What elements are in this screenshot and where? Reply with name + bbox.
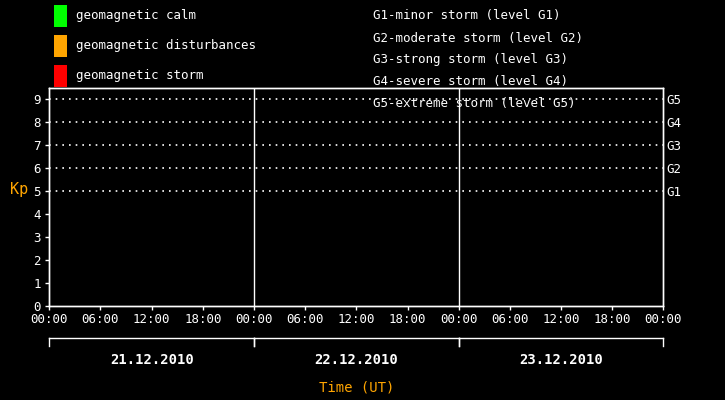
Text: G4-severe storm (level G4): G4-severe storm (level G4)	[373, 76, 568, 88]
Text: 23.12.2010: 23.12.2010	[519, 353, 603, 367]
Text: 21.12.2010: 21.12.2010	[109, 353, 194, 367]
Text: 22.12.2010: 22.12.2010	[315, 353, 398, 367]
Text: geomagnetic calm: geomagnetic calm	[76, 10, 196, 22]
Text: G5-extreme storm (level G5): G5-extreme storm (level G5)	[373, 98, 576, 110]
Text: G1-minor storm (level G1): G1-minor storm (level G1)	[373, 10, 561, 22]
Text: Time (UT): Time (UT)	[319, 380, 394, 394]
Text: G2-moderate storm (level G2): G2-moderate storm (level G2)	[373, 32, 584, 44]
Text: G3-strong storm (level G3): G3-strong storm (level G3)	[373, 54, 568, 66]
Text: geomagnetic storm: geomagnetic storm	[76, 70, 204, 82]
Text: geomagnetic disturbances: geomagnetic disturbances	[76, 40, 256, 52]
Y-axis label: Kp: Kp	[10, 182, 29, 197]
